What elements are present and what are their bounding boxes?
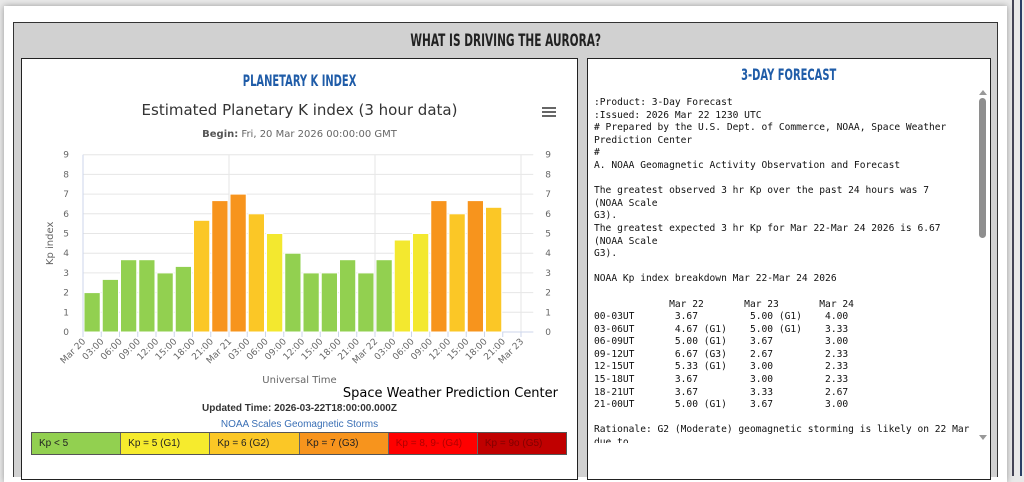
scroll-up-arrow-icon[interactable] (979, 90, 987, 95)
y-axis-title: Kp index (45, 222, 56, 266)
legend-item: Kp = 6 (G2) (210, 433, 300, 454)
y-tick-label: 2 (63, 289, 69, 299)
hamburger-menu-icon[interactable] (542, 107, 556, 119)
y-tick-label: 4 (63, 249, 69, 259)
y-tick-label: 0 (63, 328, 69, 338)
kp-bar (193, 219, 211, 333)
y-tick-label: 6 (63, 210, 69, 220)
y-tick-label-right: 8 (545, 170, 551, 180)
begin-label: Begin: (202, 129, 239, 140)
kp-color-legend: Kp < 5 Kp = 5 (G1) Kp = 6 (G2) Kp = 7 (G3) K… (31, 432, 567, 455)
y-tick-label: 9 (63, 151, 69, 161)
kp-bar (393, 239, 411, 333)
kp-bar (448, 213, 466, 333)
kp-bar (339, 259, 357, 333)
kp-bar (375, 259, 393, 333)
legend-item: Kp = 8, 9- (G4) (388, 433, 478, 454)
kp-bar (302, 272, 320, 333)
kp-bar (83, 292, 101, 333)
y-tick-label-right: 1 (545, 308, 551, 318)
legend-item: Kp = 7 (G3) (299, 433, 389, 454)
aurora-drivers-panel: WHAT IS DRIVING THE AURORA? PLANETARY K … (13, 22, 998, 480)
y-tick-label-right: 0 (545, 328, 551, 338)
kp-bar (229, 193, 247, 333)
window-edge-outer (1020, 0, 1022, 476)
y-tick-label: 5 (63, 230, 69, 240)
kp-bar (120, 259, 138, 333)
kp-bar (466, 200, 484, 333)
y-tick-label-right: 2 (545, 289, 551, 299)
legend-item: Kp = 5 (G1) (121, 433, 211, 454)
y-tick-label: 8 (63, 170, 69, 180)
y-tick-label-right: 5 (545, 230, 551, 240)
kp-bar (247, 213, 265, 333)
y-tick-label-right: 4 (545, 249, 551, 259)
kp-bar (156, 272, 174, 333)
noaa-scales-link[interactable]: NOAA Scales Geomagnetic Storms (220, 419, 379, 430)
kp-bar (101, 278, 119, 333)
updated-time: Updated Time: 2026-03-22T18:00:00.000Z (202, 403, 397, 414)
scrollbar-thumb[interactable] (979, 98, 986, 238)
y-tick-label: 1 (63, 308, 69, 318)
y-tick-label: 7 (63, 190, 69, 200)
kp-bar (284, 252, 302, 333)
kp-bar (485, 206, 503, 333)
chart-subtitle: Begin: Fri, 20 Mar 2026 00:00:00 GMT (22, 129, 577, 140)
chart-credit: Space Weather Prediction Center (342, 386, 558, 401)
scroll-down-arrow-icon[interactable] (979, 435, 987, 440)
kp-box-title: PLANETARY K INDEX (242, 71, 357, 90)
kp-index-box: PLANETARY K INDEX Estimated Planetary K … (21, 58, 578, 480)
kp-bar (138, 259, 156, 333)
legend-item: Kp = 9o (G5) (477, 433, 567, 454)
forecast-box-title: 3-DAY FORECAST (741, 65, 837, 84)
forecast-text[interactable]: :Product: 3-Day Forecast :Issued: 2026 M… (594, 97, 970, 443)
y-tick-label-right: 9 (545, 151, 551, 161)
kp-bar (266, 233, 284, 333)
y-tick-label-right: 6 (545, 210, 551, 220)
begin-value: Fri, 20 Mar 2026 00:00:00 GMT (241, 129, 397, 140)
kp-bar (412, 233, 430, 333)
kp-bar (357, 272, 375, 333)
forecast-box: 3-DAY FORECAST :Product: 3-Day Forecast … (587, 58, 991, 480)
kp-bar (174, 265, 192, 333)
kp-bar (430, 200, 448, 333)
y-tick-label: 3 (63, 269, 69, 279)
panel-title: WHAT IS DRIVING THE AURORA? (410, 31, 601, 51)
kp-bar (211, 200, 229, 333)
y-tick-label-right: 3 (545, 269, 551, 279)
x-axis-title: Universal Time (262, 375, 337, 386)
chart-title: Estimated Planetary K index (3 hour data… (141, 101, 458, 119)
legend-item: Kp < 5 (32, 433, 122, 454)
y-tick-label-right: 7 (545, 190, 551, 200)
kp-bar (320, 272, 338, 333)
window-edge (1012, 0, 1014, 476)
